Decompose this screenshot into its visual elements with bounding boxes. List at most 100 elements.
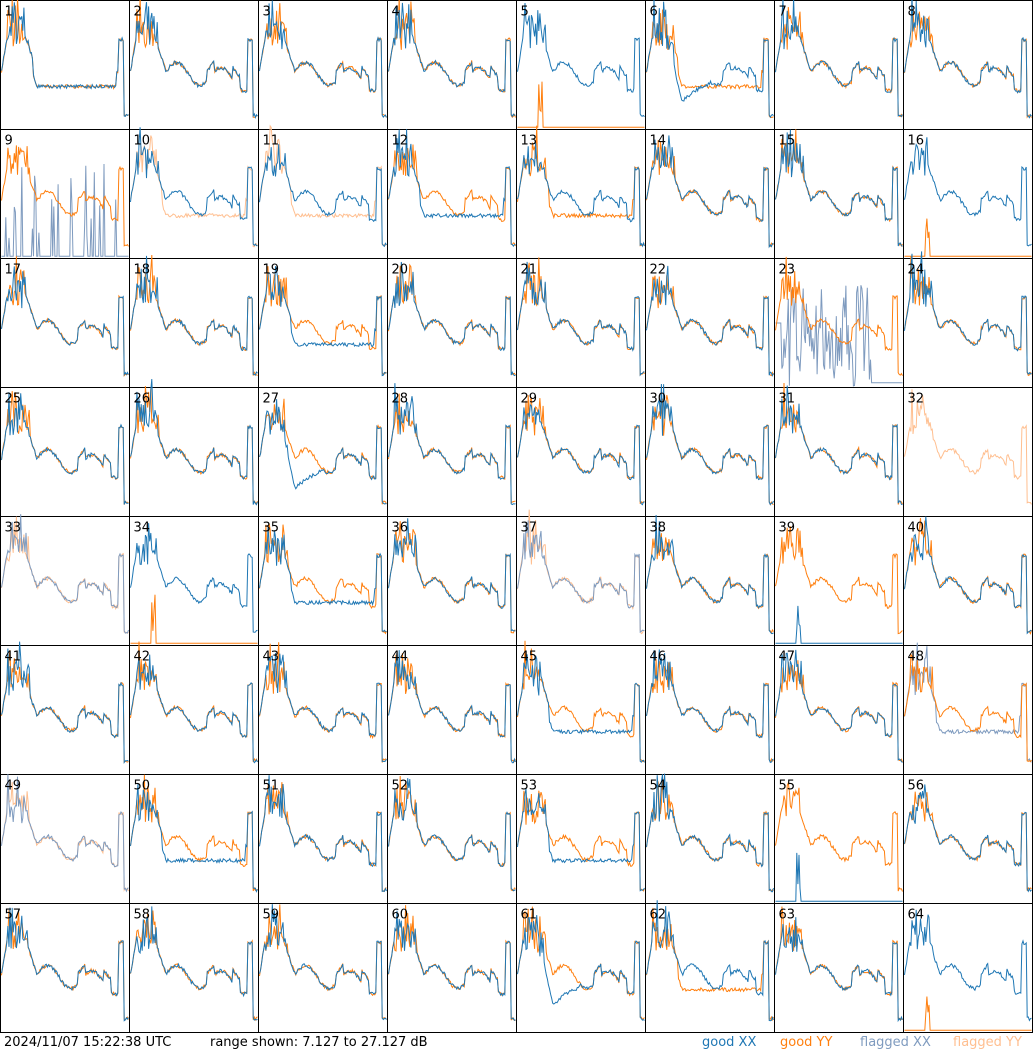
legend-flagged-yy: flagged YY: [953, 1035, 1022, 1050]
panel-frame: [0, 129, 130, 259]
panel-label: 10: [134, 134, 151, 149]
panel-label: 54: [650, 779, 667, 794]
series-xx-12: [388, 129, 516, 247]
panel-46: 46: [645, 645, 775, 775]
panel-frame: [903, 645, 1033, 775]
series-xx-24: [904, 251, 1032, 376]
panel-28: 28: [387, 383, 517, 517]
panel-frame: [774, 516, 904, 646]
panel-frame: [516, 129, 646, 259]
panel-frame: [387, 903, 517, 1033]
series-xx-51: [259, 775, 387, 893]
panel-41: 41: [0, 641, 130, 775]
series-xx-15: [775, 129, 903, 247]
series-yy-44: [388, 653, 516, 763]
panel-9: 9: [0, 129, 130, 259]
panel-label: 50: [134, 779, 151, 794]
series-xx-20: [388, 261, 516, 377]
panel-label: 15: [779, 134, 796, 149]
panel-38: 38: [645, 514, 775, 646]
panel-label: 13: [521, 134, 538, 149]
timestamp: 2024/11/07 15:22:38 UTC: [4, 1035, 172, 1050]
panel-label: 49: [5, 779, 22, 794]
panel-label: 57: [5, 908, 22, 923]
series-yy-36: [388, 521, 516, 634]
panel-8: 8: [903, 0, 1033, 130]
panel-label: 42: [134, 650, 151, 665]
panel-label: 40: [908, 521, 925, 536]
panel-7: 7: [774, 0, 904, 130]
panel-31: 31: [774, 382, 904, 517]
panel-frame: [0, 645, 130, 775]
series-xx-55: [775, 852, 903, 902]
series-yy-48: [904, 652, 1032, 763]
series-xx-28: [388, 383, 516, 506]
panel-36: 36: [387, 516, 517, 646]
series-yy-64: [904, 996, 1032, 1031]
panel-frame: [774, 645, 904, 775]
panel-frame: [258, 774, 388, 904]
panel-label: 7: [779, 5, 787, 20]
series-xx-59: [259, 904, 387, 1021]
series-yy-32: [904, 389, 1032, 505]
series-xx-16: [904, 137, 1032, 247]
series-xx-26: [130, 379, 258, 506]
panel-53: 53: [516, 774, 646, 904]
series-xx-21: [517, 261, 645, 377]
panel-frame: [129, 387, 259, 517]
series-yy-9: [1, 145, 129, 247]
panel-label: 48: [908, 650, 925, 665]
panel-label: 45: [521, 650, 538, 665]
panel-label: 18: [134, 263, 151, 278]
series-xx-34: [130, 523, 258, 633]
panel-1: 1: [0, 0, 130, 130]
series-xx-17: [1, 266, 129, 377]
series-xx-49: [1, 774, 129, 893]
panel-label: 47: [779, 650, 796, 665]
panel-frame: [0, 774, 130, 904]
panel-label: 30: [650, 392, 667, 407]
panel-label: 24: [908, 263, 925, 278]
panel-23: 23: [774, 256, 904, 388]
legend-good-yy: good YY: [780, 1035, 833, 1050]
series-xx-10: [130, 127, 258, 247]
panel-label: 51: [263, 779, 280, 794]
series-xx-53: [517, 788, 645, 892]
panel-40: 40: [903, 516, 1033, 646]
series-xx-11: [259, 144, 387, 248]
panel-21: 21: [516, 257, 646, 388]
panel-35: 35: [258, 516, 388, 646]
panel-22: 22: [645, 258, 775, 388]
panel-label: 52: [392, 779, 409, 794]
panel-3: 3: [258, 0, 388, 130]
series-yy-22: [646, 275, 774, 377]
series-yy-42: [130, 641, 258, 763]
series-yy-45: [517, 640, 645, 763]
panel-frame: [387, 258, 517, 388]
series-xx-42: [130, 654, 258, 764]
panel-label: 25: [5, 392, 22, 407]
panel-label: 61: [521, 908, 538, 923]
panel-62: 62: [645, 900, 775, 1033]
panel-frame: [645, 774, 775, 904]
series-xx-13: [517, 142, 645, 248]
series-yy-34: [130, 594, 258, 644]
series-xx-3: [259, 0, 387, 118]
panel-frame: [903, 0, 1033, 130]
panel-frame: [129, 516, 259, 646]
panel-label: 19: [263, 263, 280, 278]
panel-label: 14: [650, 134, 667, 149]
series-xx-36: [388, 518, 516, 632]
panel-label: 53: [521, 779, 538, 794]
panel-51: 51: [258, 774, 388, 904]
series-xx-29: [517, 403, 645, 506]
panel-37: 37: [516, 509, 646, 646]
panel-39: 39: [774, 516, 904, 646]
series-yy-56: [904, 791, 1032, 891]
panel-frame: [0, 0, 130, 130]
panel-18: 18: [129, 254, 259, 388]
panel-frame: [645, 903, 775, 1033]
panel-frame: [387, 645, 517, 775]
panel-frame: [645, 516, 775, 646]
